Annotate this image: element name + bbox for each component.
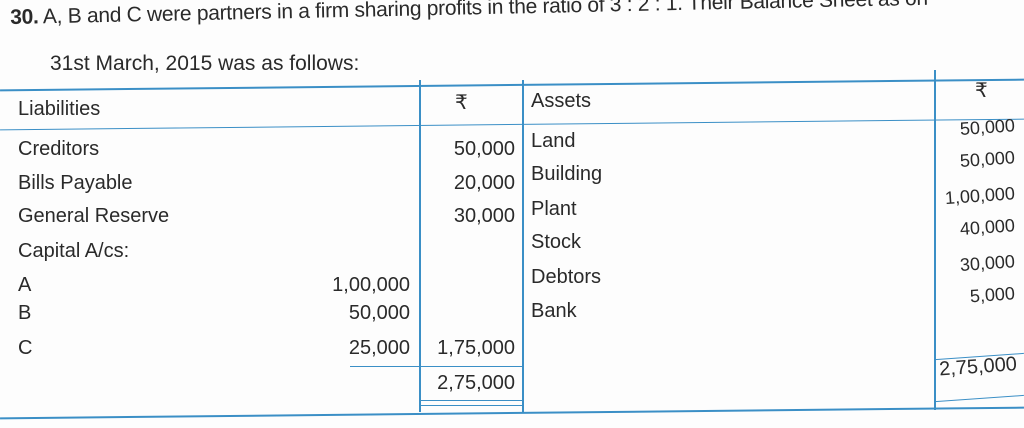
- subtotal-rule: [350, 366, 522, 367]
- total-double-rule-1: [420, 400, 522, 401]
- col-divider-1: [419, 80, 421, 412]
- asset-amount: 50,000: [959, 115, 1016, 140]
- question-number: 30.: [10, 5, 39, 29]
- header-rule: [0, 118, 1024, 131]
- col-divider-3: [934, 70, 936, 410]
- liabilities-total: 2,75,000: [437, 372, 515, 394]
- table-top-rule: [0, 78, 1024, 92]
- liability-label: Bills Payable: [18, 172, 133, 194]
- liability-label: B: [18, 302, 32, 324]
- capital-amount: 50,000: [348, 302, 410, 324]
- total-double-rule-2: [420, 405, 522, 406]
- header-rupee-1: ₹: [455, 92, 468, 114]
- asset-label: Plant: [531, 198, 577, 220]
- liability-amount: 1,75,000: [437, 337, 515, 359]
- asset-label: Stock: [531, 231, 582, 253]
- asset-label: Bank: [531, 300, 577, 322]
- capital-amount: 1,00,000: [332, 274, 410, 296]
- liability-label: A: [18, 274, 32, 296]
- header-liabilities: Liabilities: [18, 98, 101, 120]
- asset-amount: 30,000: [959, 251, 1016, 276]
- capital-amount: 25,000: [348, 337, 410, 359]
- asset-amount: 1,00,000: [944, 183, 1016, 209]
- assets-double-rule: [935, 394, 1024, 403]
- liability-amount: 20,000: [453, 172, 515, 194]
- asset-label: Land: [531, 130, 576, 152]
- asset-amount: 50,000: [959, 147, 1016, 172]
- asset-amount: 40,000: [959, 215, 1016, 240]
- header-assets: Assets: [531, 90, 592, 112]
- asset-label: Debtors: [531, 266, 602, 288]
- question-text: A, B and C were partners in a firm shari…: [42, 0, 928, 29]
- asset-amount: 5,000: [969, 283, 1016, 307]
- liability-label: Capital A/cs:: [18, 240, 130, 262]
- liability-label: Creditors: [18, 138, 100, 160]
- question-line-1: 30. A, B and C were partners in a firm s…: [10, 0, 928, 30]
- question-line-2: 31st March, 2015 was as follows:: [50, 52, 360, 75]
- liability-label: General Reserve: [18, 205, 170, 227]
- asset-label: Building: [531, 163, 603, 185]
- liability-label: C: [18, 337, 33, 359]
- table-bottom-rule: [0, 406, 1024, 420]
- col-divider-2: [522, 80, 524, 412]
- liability-amount: 50,000: [453, 138, 515, 160]
- header-rupee-2: ₹: [975, 80, 988, 102]
- assets-total: 2,75,000: [938, 353, 1018, 381]
- liability-amount: 30,000: [453, 205, 515, 227]
